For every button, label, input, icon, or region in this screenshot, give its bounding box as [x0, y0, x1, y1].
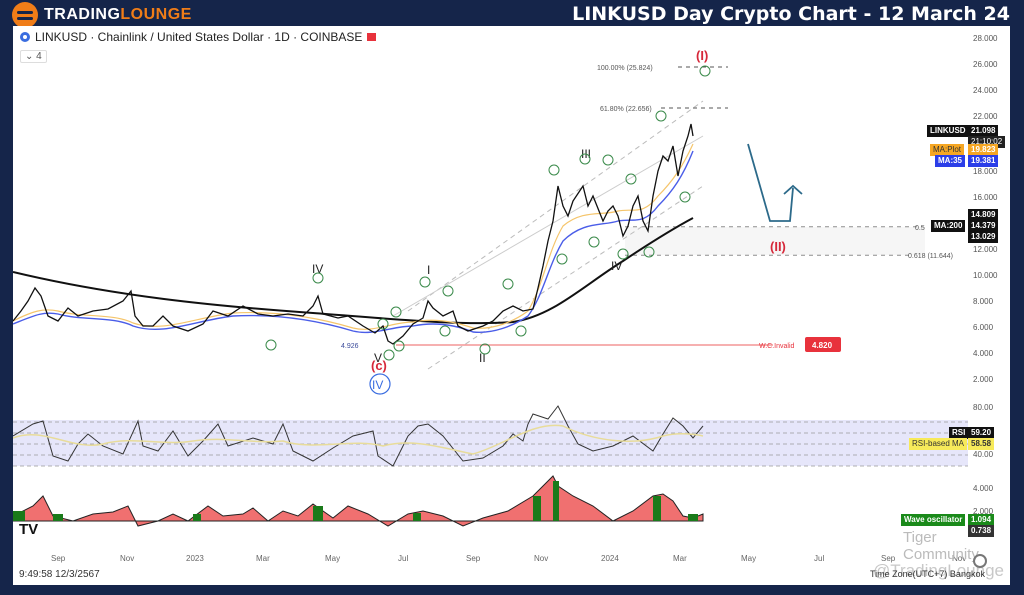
symbol-description: LINKUSD · Chainlink / United States Doll… — [35, 30, 363, 44]
x-axis-label: Sep — [466, 554, 481, 563]
last-price-tag: 21.098 — [968, 125, 999, 137]
price-axis-label: 10.000 — [973, 271, 998, 280]
brand-name-part1: TRADING — [44, 6, 121, 23]
svg-text:0.618 (11.644): 0.618 (11.644) — [908, 253, 953, 260]
svg-text:4.820: 4.820 — [812, 341, 833, 350]
x-axis-label: May — [741, 554, 757, 563]
ma-plot-label-tag: MA:Plot — [930, 144, 965, 156]
svg-text:4.926: 4.926 — [341, 343, 359, 350]
rsi-label-tag: RSI — [949, 427, 969, 439]
x-axis-label: Sep — [881, 554, 896, 563]
svg-text:W.C.Invalid: W.C.Invalid — [759, 343, 795, 350]
svg-text:(I): (I) — [696, 48, 708, 63]
watermark-tradinglounge: @TradingLounge — [873, 561, 1004, 580]
svg-text:I: I — [427, 263, 430, 277]
price-axis-label: 26.000 — [973, 60, 998, 69]
ma-plot-value-tag: 19.823 — [968, 144, 999, 156]
price-axis-label: 2.000 — [973, 375, 994, 384]
svg-text:0.5: 0.5 — [915, 225, 925, 232]
settings-gear-icon[interactable] — [973, 554, 987, 568]
ma200-value-tag: 14.379 — [968, 220, 999, 232]
svg-text:IV: IV — [611, 259, 622, 273]
osc-axis-label: 4.000 — [973, 484, 994, 493]
rsi-value-tag: 59.20 — [968, 427, 995, 439]
svg-text:100.00% (25.824): 100.00% (25.824) — [597, 65, 653, 72]
price-axis-label: 16.000 — [973, 193, 998, 202]
ma200-line — [13, 217, 694, 325]
price-axis-label: 18.000 — [973, 167, 998, 176]
watermark-tiger: Tiger Community — [903, 529, 979, 563]
x-axis-label: Nov — [534, 554, 549, 563]
price-tag-14809: 14.809 — [968, 209, 999, 221]
chart-panel[interactable]: IV I III II IV V (I) (II) (c) IV 100.00% (2… — [13, 26, 1010, 585]
rsi-ma-label-tag: RSI-based MA — [909, 438, 968, 450]
x-axis-label: May — [325, 554, 341, 563]
x-axis-label: Mar — [256, 554, 270, 563]
ma35-line — [13, 150, 694, 334]
x-axis-label: Sep — [51, 554, 66, 563]
timestamp: 9:49:58 12/3/2567 — [19, 569, 100, 580]
tradingview-logo: TV — [19, 521, 39, 538]
price-tag-13029: 13.029 — [968, 231, 999, 243]
wave-osc-label-tag: Wave oscillator — [901, 514, 966, 526]
svg-text:IV: IV — [312, 262, 323, 276]
ma-plot-line — [13, 143, 694, 330]
price-axis-label: 6.000 — [973, 323, 994, 332]
svg-text:61.80% (22.656): 61.80% (22.656) — [600, 106, 652, 113]
price-axis-label: 28.000 — [973, 34, 998, 43]
symbol-tag: LINKUSD — [927, 125, 969, 137]
brand-name-part2: LOUNGE — [120, 6, 192, 23]
wave-oscillator — [13, 475, 704, 527]
svg-text:II: II — [479, 351, 486, 365]
brand-logo: TRADINGLOUNGE — [12, 2, 192, 28]
header-bar: TRADINGLOUNGE LINKUSD Day Crypto Chart -… — [0, 0, 1024, 28]
wave-osc-value-tag: 1.094 — [968, 514, 995, 526]
brand-logo-icon — [12, 2, 38, 28]
chainlink-icon — [20, 32, 30, 42]
x-axis-label: Jul — [398, 554, 409, 563]
x-axis-label: 2023 — [186, 554, 204, 563]
rsi-axis-label: 40.00 — [973, 450, 994, 459]
ma35-value-tag: 19.381 — [968, 155, 999, 167]
price-axis-label: 4.000 — [973, 349, 994, 358]
symbol-header[interactable]: LINKUSD · Chainlink / United States Doll… — [20, 30, 377, 44]
price-axis-label: 22.000 — [973, 112, 998, 121]
x-axis-label: Nov — [120, 554, 135, 563]
rsi-ma-line — [13, 424, 704, 455]
svg-text:V: V — [374, 351, 382, 365]
page-title: LINKUSD Day Crypto Chart - 12 March 24 — [572, 3, 1010, 25]
x-axis-label: 2024 — [601, 554, 619, 563]
indicators-collapse-button[interactable]: ⌄ 4 — [20, 50, 47, 63]
price-line — [13, 123, 694, 345]
x-axis-label: Mar — [673, 554, 687, 563]
ma200-label-tag: MA:200 — [931, 220, 966, 232]
x-axis-label: Jul — [814, 554, 825, 563]
osc-axis-label: 2.000 — [973, 507, 994, 516]
rsi-ma-value-tag: 58.58 — [968, 438, 995, 450]
svg-text:IV: IV — [372, 378, 383, 392]
svg-text:(II): (II) — [770, 239, 786, 254]
rsi-line — [13, 405, 704, 467]
price-axis-label: 8.000 — [973, 297, 994, 306]
ma35-label-tag: MA:35 — [935, 155, 966, 167]
x-axis-label: Nov — [952, 554, 967, 563]
flag-icon[interactable] — [367, 33, 377, 41]
price-axis-label: 12.000 — [973, 245, 998, 254]
price-axis-label: 24.000 — [973, 86, 998, 95]
svg-text:(c): (c) — [371, 358, 387, 373]
rsi-band — [13, 420, 968, 466]
rsi-axis-label: 80.00 — [973, 403, 994, 412]
projection-arrow — [747, 143, 803, 222]
timezone-label[interactable]: Time Zone(UTC+7) Bangkok — [870, 569, 985, 579]
wave-osc-signal-tag: 0.738 — [968, 525, 995, 537]
